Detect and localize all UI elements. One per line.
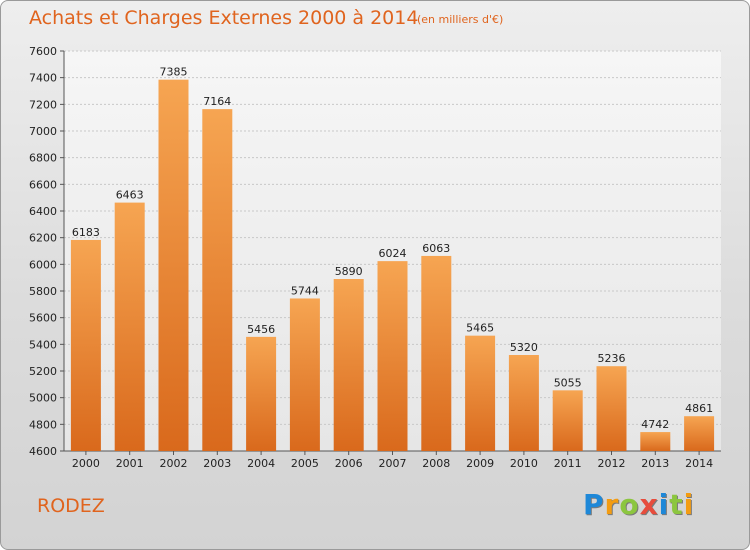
x-tick-label: 2002 xyxy=(160,457,188,470)
y-tick-label: 5400 xyxy=(29,338,57,351)
data-label: 6463 xyxy=(116,189,144,202)
y-tick-label: 7200 xyxy=(29,98,57,111)
y-tick-label: 5200 xyxy=(29,365,57,378)
bar xyxy=(684,416,715,451)
data-label: 6183 xyxy=(72,226,100,239)
y-tick-label: 6400 xyxy=(29,205,57,218)
y-tick-label: 5600 xyxy=(29,312,57,325)
bar xyxy=(202,109,233,451)
bar xyxy=(640,432,671,451)
x-tick-label: 2013 xyxy=(641,457,669,470)
y-tick-label: 6800 xyxy=(29,152,57,165)
y-tick-label: 6600 xyxy=(29,178,57,191)
data-label: 5055 xyxy=(554,376,582,389)
x-tick-label: 2007 xyxy=(379,457,407,470)
data-label: 6063 xyxy=(422,242,450,255)
data-label: 7385 xyxy=(160,66,188,79)
bar xyxy=(552,390,583,451)
data-label: 5236 xyxy=(598,352,626,365)
x-tick-label: 2006 xyxy=(335,457,363,470)
bar xyxy=(114,202,145,451)
x-tick-label: 2001 xyxy=(116,457,144,470)
y-tick-label: 6000 xyxy=(29,258,57,271)
data-label: 5320 xyxy=(510,341,538,354)
x-tick-label: 2014 xyxy=(685,457,713,470)
logo-letter: t xyxy=(669,488,684,521)
y-tick-label: 7400 xyxy=(29,72,57,85)
logo-letter: x xyxy=(639,488,659,521)
logo-letter: r xyxy=(604,488,620,521)
bar xyxy=(246,336,277,451)
y-tick-label: 7000 xyxy=(29,125,57,138)
data-label: 5456 xyxy=(247,323,275,336)
chart-unit-label: (en milliers d'€) xyxy=(417,13,504,26)
data-label: 4742 xyxy=(641,418,669,431)
x-tick-label: 2011 xyxy=(554,457,582,470)
bar xyxy=(70,239,101,451)
data-label: 7164 xyxy=(203,95,231,108)
data-label: 4861 xyxy=(685,402,713,415)
bar xyxy=(333,279,364,451)
logo-letter: i xyxy=(658,488,670,521)
y-tick-label: 5000 xyxy=(29,392,57,405)
bar xyxy=(465,335,496,451)
data-label: 6024 xyxy=(379,247,407,260)
logo-letter: i xyxy=(683,488,695,521)
bar xyxy=(596,366,627,451)
x-tick-label: 2012 xyxy=(598,457,626,470)
y-tick-label: 4800 xyxy=(29,418,57,431)
proxiti-logo: Proxiti xyxy=(583,488,694,521)
y-tick-label: 6200 xyxy=(29,232,57,245)
x-tick-label: 2005 xyxy=(291,457,319,470)
bar xyxy=(421,255,452,451)
bar xyxy=(377,261,408,451)
x-tick-label: 2004 xyxy=(247,457,275,470)
bar xyxy=(158,79,189,452)
logo-letter: P xyxy=(583,488,605,521)
bar xyxy=(289,298,320,451)
x-tick-label: 2003 xyxy=(203,457,231,470)
x-tick-label: 2010 xyxy=(510,457,538,470)
y-tick-label: 7600 xyxy=(29,45,57,58)
data-label: 5465 xyxy=(466,322,494,335)
y-tick-label: 4600 xyxy=(29,445,57,458)
data-label: 5744 xyxy=(291,284,319,297)
x-tick-label: 2008 xyxy=(422,457,450,470)
x-tick-label: 2009 xyxy=(466,457,494,470)
place-name: RODEZ xyxy=(37,495,105,517)
data-label: 5890 xyxy=(335,265,363,278)
y-tick-label: 5800 xyxy=(29,285,57,298)
logo-letter: o xyxy=(619,488,640,521)
chart-title: Achats et Charges Externes 2000 à 2014 xyxy=(29,7,419,29)
bar xyxy=(508,355,539,451)
x-tick-label: 2000 xyxy=(72,457,100,470)
